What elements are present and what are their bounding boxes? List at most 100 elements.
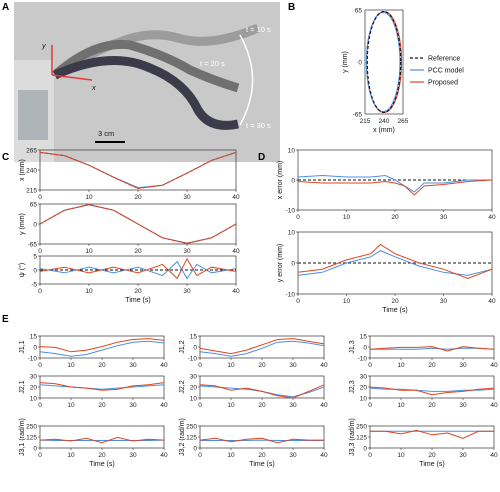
photo-label-t30: t = 30 s [246, 121, 271, 130]
y-axis-label: J1,2 [179, 340, 186, 353]
series-pcc-model [39, 340, 165, 357]
x-tick-label: 0 [198, 362, 202, 369]
y-tick-label: 0 [193, 344, 197, 351]
panel-letter-e: E [2, 314, 9, 325]
y-tick-label: 0 [358, 59, 362, 66]
x-tick-label: 20 [134, 288, 142, 295]
x-tick-label: 30 [440, 214, 448, 221]
x-tick-label: 20 [98, 402, 106, 409]
y-tick-label: -65 [353, 111, 363, 118]
x-tick-label: 0 [296, 214, 300, 221]
x-tick-label: 10 [227, 362, 235, 369]
x-tick-label: 0 [38, 362, 42, 369]
y-tick-label: 30 [30, 373, 38, 380]
y-tick-label: 30 [360, 373, 368, 380]
x-tick-label: 10 [67, 362, 75, 369]
plot-frame [39, 375, 165, 399]
x-tick-label: 0 [38, 452, 42, 459]
series-proposed [39, 151, 237, 189]
x-tick-label: 40 [232, 194, 240, 201]
plot-frame [199, 335, 325, 359]
y-tick-label: -65 [28, 241, 38, 248]
y-tick-label: -10 [28, 355, 38, 362]
chart-e6: 250 125 00 10 20 30 40 J3,1 (rad/m) Time (s) [19, 418, 168, 468]
x-tick-label: 30 [183, 194, 191, 201]
x-axis-label: Time (s) [89, 461, 114, 468]
y-tick-label: 5 [33, 253, 37, 260]
x-tick-label: 30 [129, 402, 137, 409]
x-tick-label: 30 [183, 288, 191, 295]
y-tick-label: 30 [190, 373, 198, 380]
series-proposed [369, 386, 495, 396]
x-tick-label: 0 [368, 402, 372, 409]
panel-letter-b: B [288, 2, 295, 13]
x-tick-label: 10 [85, 248, 93, 255]
series-proposed [39, 204, 237, 244]
y-tick-label: 250 [26, 423, 37, 430]
y-tick-label: 20 [360, 384, 368, 391]
photo-label-y: y [41, 41, 47, 50]
y-axis-label: y (mm) [342, 51, 349, 73]
chart-c2: 650-650 10 20 30 40y (mm) [19, 201, 240, 255]
x-tick-label: 10 [67, 402, 75, 409]
snake-robot-t20 [52, 39, 240, 93]
x-tick-label: 20 [258, 452, 266, 459]
x-tick-label: 40 [490, 452, 498, 459]
x-tick-label: 0 [368, 452, 372, 459]
y-tick-label: 10 [288, 147, 296, 154]
x-tick-label: 30 [289, 362, 297, 369]
legend-entry: Proposed [428, 80, 458, 87]
x-tick-label: 40 [160, 452, 168, 459]
x-tick-label: 20 [428, 362, 436, 369]
x-tick-label: 30 [289, 402, 297, 409]
y-axis-label: J3,2 (rad/m) [179, 418, 186, 456]
x-tick-label: 20 [391, 214, 399, 221]
series-proposed [39, 382, 165, 391]
chart-d1: 100-100 10 20 30 40x error (mm) [277, 147, 496, 221]
series-proposed [297, 243, 493, 280]
chart-d2: 100-100 10 20 30 40y error (mm)Time (s) [277, 229, 496, 314]
y-tick-label: 250 [186, 423, 197, 430]
y-tick-label: 125 [26, 434, 37, 441]
x-tick-label: 40 [160, 402, 168, 409]
y-tick-label: 0 [33, 221, 37, 228]
x-tick-label: 10 [85, 288, 93, 295]
series-proposed [369, 346, 495, 352]
y-tick-label: 15 [190, 333, 198, 340]
x-tick-label: 10 [397, 402, 405, 409]
x-tick-label: 30 [440, 298, 448, 305]
series-pcc-model [39, 384, 165, 390]
photo-base-frame [18, 90, 48, 140]
x-axis-label: x (mm) [373, 127, 395, 134]
series-pcc-model [297, 174, 492, 193]
y-tick-label: 0 [193, 445, 197, 452]
x-tick-label: 0 [38, 194, 42, 201]
series-proposed [199, 384, 325, 399]
x-tick-label: 40 [488, 298, 496, 305]
x-tick-label: 10 [227, 402, 235, 409]
x-tick-label: 30 [459, 402, 467, 409]
x-tick-label: 10 [397, 362, 405, 369]
series-reference [366, 11, 402, 113]
x-tick-label: 265 [398, 118, 409, 125]
x-tick-label: 10 [227, 452, 235, 459]
y-tick-label: 10 [190, 395, 198, 402]
y-tick-label: 215 [26, 187, 37, 194]
series-pcc-model [365, 11, 401, 113]
x-axis-label: Time (s) [249, 461, 274, 468]
y-tick-label: 10 [30, 395, 38, 402]
x-tick-label: 30 [459, 452, 467, 459]
x-tick-label: 240 [379, 118, 390, 125]
plot-frame [39, 425, 165, 449]
y-axis-label: ψ (°) [18, 263, 26, 277]
y-tick-label: 125 [186, 434, 197, 441]
series-proposed [39, 257, 237, 280]
x-tick-label: 20 [98, 362, 106, 369]
photo-label-t20: t = 20 s [200, 59, 225, 68]
x-tick-label: 20 [134, 248, 142, 255]
plot-frame [369, 425, 495, 449]
